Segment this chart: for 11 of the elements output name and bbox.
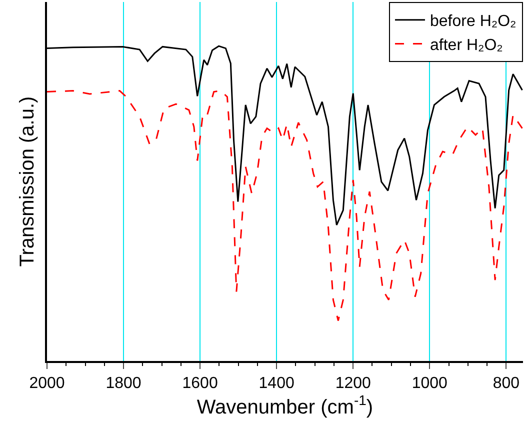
x-tick-label: 1000 [412,374,448,392]
x-tick-label: 1200 [335,374,372,392]
legend-label: after H₂O₂ [430,36,503,54]
x-tick-label: 1600 [182,374,218,392]
legend-label: before H₂O₂ [430,13,516,30]
x-tick-label: 1800 [106,374,142,392]
x-tick-label: 1400 [258,374,294,392]
x-axis-title: Wavenumber (cm$^{-1}$) [196,392,374,418]
y-axis-title: Transmission (a.u.) [16,96,38,267]
x-tick-label: 2000 [29,374,65,392]
x-tick-label: 800 [492,374,520,392]
